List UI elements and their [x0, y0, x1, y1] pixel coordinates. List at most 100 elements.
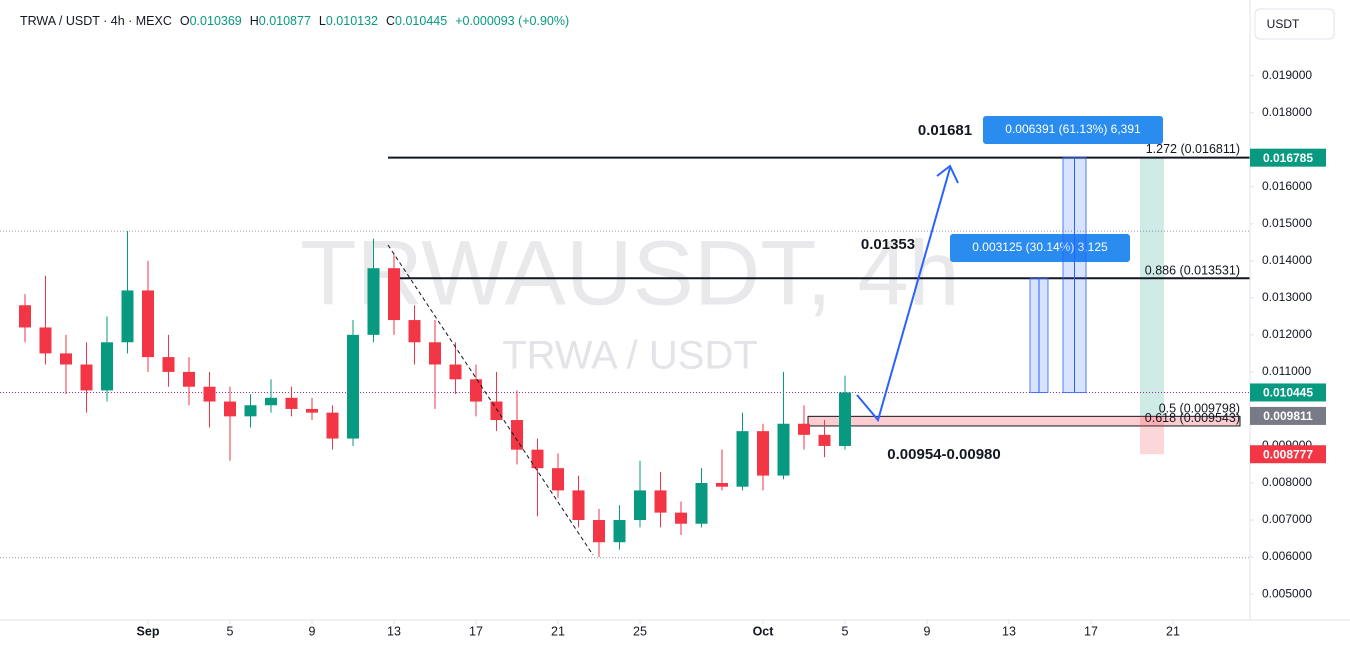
- y-tick-label: 0.005000: [1262, 586, 1312, 600]
- candle-body: [60, 353, 72, 365]
- x-tick-label: 9: [924, 624, 931, 638]
- candle-body: [121, 290, 134, 343]
- h-label: H: [250, 14, 259, 28]
- price-tag: [1250, 148, 1326, 167]
- projection-arrow: [856, 167, 951, 423]
- candle-body: [757, 431, 769, 476]
- candle-body: [572, 490, 585, 521]
- y-tick-label: 0.011000: [1262, 364, 1311, 378]
- y-tick-label: 0.014000: [1262, 253, 1312, 267]
- candle-body: [408, 320, 421, 343]
- candle-body: [265, 397, 277, 406]
- annotation: 0.00954-0.00980: [887, 446, 1000, 463]
- fib-label: 0.618 (0.009543): [1145, 411, 1240, 425]
- position-target: [1140, 157, 1164, 416]
- trend-line: [387, 244, 594, 556]
- y-tick-label: 0.019000: [1262, 68, 1312, 82]
- candle-body: [429, 342, 441, 365]
- candle-body: [285, 397, 298, 409]
- l-label: L: [319, 14, 326, 28]
- candle-body: [716, 482, 728, 487]
- price-tag-label: 0.016785: [1263, 151, 1313, 165]
- currency-label[interactable]: USDT: [1267, 17, 1300, 31]
- candle-body: [490, 401, 503, 421]
- price-tag: [1250, 383, 1326, 402]
- candle-body: [326, 412, 339, 439]
- watermark: TRWAUSDT, 4h: [300, 222, 959, 324]
- candle-body: [162, 357, 175, 372]
- annotation: 0.01353: [861, 236, 915, 253]
- fib-label: 0.886 (0.013531): [1145, 263, 1240, 277]
- candle-body: [695, 482, 708, 524]
- o-label: O: [180, 14, 190, 28]
- fib-label: 0.5 (0.009798): [1159, 402, 1240, 416]
- support-zone: [807, 415, 1241, 427]
- price-tag-label: 0.009811: [1263, 409, 1313, 423]
- candle-body: [101, 342, 113, 391]
- candle-body: [306, 408, 318, 413]
- y-tick-label: 0.013000: [1262, 290, 1312, 304]
- x-tick-label: 9: [309, 624, 316, 638]
- price-tag: [1250, 445, 1326, 464]
- change: +0.000093 (+0.90%): [455, 14, 569, 28]
- currency-button[interactable]: [1254, 8, 1335, 40]
- candle-body: [203, 386, 216, 402]
- candle-body: [511, 420, 523, 450]
- candle-body: [593, 520, 605, 543]
- candle-body: [798, 423, 810, 435]
- header: TRWA / USDT · 4h · MEXC O0.010369 H0.01087…: [20, 14, 569, 28]
- x-tick-label: Oct: [753, 624, 775, 638]
- symbol: TRWA / USDT · 4h · MEXC: [20, 14, 172, 28]
- candle-body: [80, 364, 93, 391]
- arrow-head: [936, 164, 959, 184]
- candle-body: [675, 512, 687, 524]
- candle-body: [224, 401, 236, 417]
- candle-body: [19, 305, 31, 328]
- candle-body: [142, 290, 154, 358]
- x-tick-label: 17: [1084, 624, 1098, 638]
- candle-body: [470, 379, 482, 402]
- y-tick-label: 0.012000: [1262, 327, 1312, 341]
- x-tick-label: Sep: [137, 624, 160, 638]
- measure-label: 0.003125 (30.14%) 3,125: [972, 240, 1108, 254]
- price-tag-label: 0.010445: [1263, 386, 1313, 400]
- candle-body: [531, 449, 544, 469]
- y-tick-label: 0.016000: [1262, 179, 1312, 193]
- x-tick-label: 25: [633, 624, 647, 638]
- y-tick-label: 0.018000: [1262, 105, 1312, 119]
- x-tick-label: 5: [227, 624, 234, 638]
- candle-body: [654, 490, 667, 513]
- low: 0.010132: [326, 14, 378, 28]
- candle-body: [244, 405, 257, 417]
- x-tick-label: 17: [469, 624, 483, 638]
- candle-body: [552, 468, 564, 491]
- candle-body: [39, 327, 52, 354]
- candle-body: [347, 334, 359, 439]
- candle-body: [388, 268, 400, 321]
- x-tick-label: 5: [842, 624, 849, 638]
- candle-body: [818, 434, 831, 446]
- x-tick-label: 13: [387, 624, 401, 638]
- plot: TRWAUSDT, 4h TRWA / USDT 0.005000 0.006000 0…: [0, 68, 1312, 638]
- y-tick-label: 0.007000: [1262, 512, 1312, 526]
- c-label: C: [386, 14, 395, 28]
- candle-body: [736, 431, 749, 487]
- annotation: 0.01681: [918, 122, 972, 139]
- candle-body: [613, 520, 626, 543]
- candle-body: [367, 268, 380, 335]
- price-tag-label: 0.008777: [1263, 447, 1313, 461]
- y-tick-label: 0.006000: [1262, 549, 1312, 563]
- fib-label: 1.272 (0.016811): [1146, 142, 1240, 156]
- close: 0.010445: [395, 14, 447, 28]
- candle-body: [777, 423, 790, 476]
- candle-body: [449, 364, 462, 380]
- high: 0.010877: [259, 14, 311, 28]
- candle-body: [839, 392, 851, 446]
- x-tick-label: 13: [1002, 624, 1016, 638]
- open: 0.010369: [190, 14, 242, 28]
- y-tick-label: 0.015000: [1262, 216, 1312, 230]
- position-stop: [1140, 415, 1164, 455]
